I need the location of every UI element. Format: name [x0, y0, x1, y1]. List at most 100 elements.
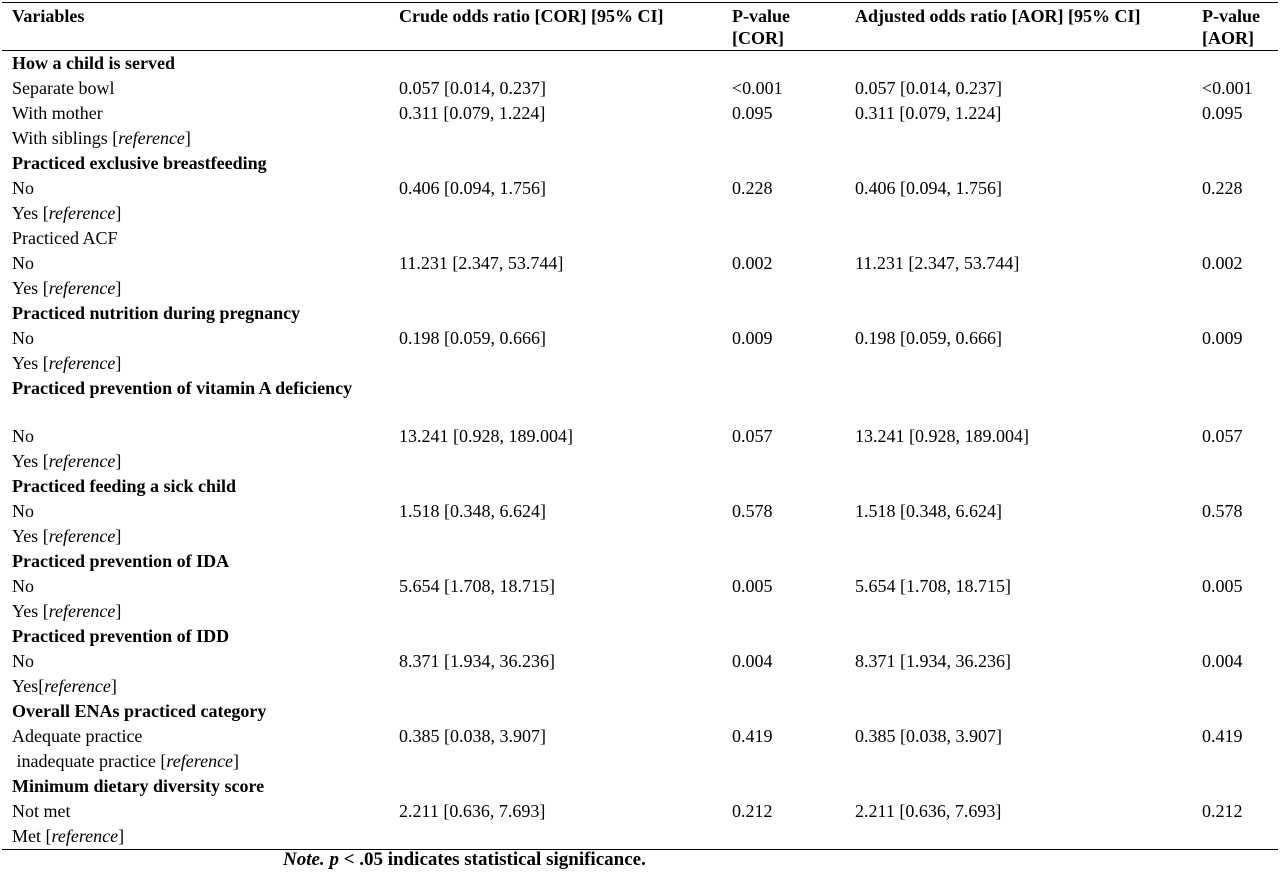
p-cor-cell: [722, 351, 845, 376]
p-aor-cell: 0.009: [1202, 328, 1243, 348]
cor-cell: [389, 201, 722, 226]
p-cor-cell: 0.005: [732, 576, 773, 596]
aor-cell: 11.231 [2.347, 53.744]: [855, 253, 1020, 273]
reference-marker: reference: [48, 526, 116, 546]
aor-cell: 0.057 [0.014, 0.237]: [855, 78, 1002, 98]
aor-cell: [845, 674, 1192, 699]
table-row: No 0.198 [0.059, 0.666] 0.009 0.198 [0.059,…: [2, 326, 1278, 351]
table-row: Yes [reference]: [2, 599, 1278, 624]
variable-label: Minimum dietary diversity score: [12, 776, 265, 796]
table-row: Practiced ACF: [2, 226, 1278, 251]
variable-cell: With siblings [reference]: [12, 128, 191, 148]
header-p-aor: P-value [AOR]: [1202, 6, 1260, 48]
variable-label: Practiced ACF: [12, 228, 118, 248]
aor-cell: [845, 749, 1192, 774]
p-cor-cell: [722, 699, 845, 724]
aor-cell: [845, 599, 1192, 624]
cor-cell: [389, 824, 722, 850]
variable-label: No: [12, 651, 34, 671]
aor-cell: 8.371 [1.934, 36.236]: [855, 651, 1011, 671]
variable-cell: Yes [reference]: [12, 601, 122, 621]
table-row: With siblings [reference]: [2, 126, 1278, 151]
p-aor-cell: 0.212: [1202, 801, 1243, 821]
table-row: Yes [reference]: [2, 351, 1278, 376]
cor-cell: 0.198 [0.059, 0.666]: [399, 328, 546, 348]
aor-cell: [845, 449, 1192, 474]
cor-cell: [389, 699, 722, 724]
p-cor-cell: 0.228: [732, 178, 773, 198]
aor-cell: [845, 226, 1192, 251]
reference-marker: reference: [118, 128, 185, 148]
table-row: Practiced feeding a sick child: [2, 474, 1278, 499]
table-row: Practiced prevention of IDD: [2, 624, 1278, 649]
note-symbol: p: [329, 849, 339, 870]
p-cor-cell: [722, 276, 845, 301]
odds-ratio-table-container: Variables Crude odds ratio [COR] [95% CI…: [2, 2, 1278, 850]
aor-cell: 1.518 [0.348, 6.624]: [855, 501, 1002, 521]
variable-cell: Yes [reference]: [12, 353, 122, 373]
table-row: No 1.518 [0.348, 6.624] 0.578 1.518 [0.348,…: [2, 499, 1278, 524]
variable-label: Practiced prevention of vitamin A defici…: [12, 378, 353, 398]
table-row: Overall ENAs practiced category: [2, 699, 1278, 724]
cor-cell: [389, 376, 722, 424]
variable-label: Yes: [12, 676, 39, 696]
variable-cell: No: [2, 251, 389, 276]
cor-cell: 0.385 [0.038, 3.907]: [399, 726, 546, 746]
aor-cell: [845, 524, 1192, 549]
cor-cell: [389, 474, 722, 499]
variable-label: Practiced prevention of IDA: [12, 551, 230, 571]
variable-label: Practiced feeding a sick child: [12, 476, 236, 496]
p-cor-cell: [722, 449, 845, 474]
variable-label: Practiced exclusive breastfeeding: [12, 153, 267, 173]
p-aor-cell: [1192, 824, 1278, 850]
cor-cell: 1.518 [0.348, 6.624]: [399, 501, 546, 521]
aor-cell: 5.654 [1.708, 18.715]: [855, 576, 1011, 596]
p-aor-cell: [1192, 749, 1278, 774]
table-row: Practiced nutrition during pregnancy: [2, 301, 1278, 326]
p-cor-cell: [722, 774, 845, 799]
aor-cell: [845, 699, 1192, 724]
variable-cell: Practiced feeding a sick child: [2, 474, 389, 499]
reference-marker: reference: [51, 826, 119, 846]
p-aor-cell: [1192, 301, 1278, 326]
p-cor-cell: [722, 624, 845, 649]
cor-cell: [389, 549, 722, 574]
cor-cell: [389, 674, 722, 699]
p-aor-cell: [1192, 624, 1278, 649]
variable-label: No: [12, 426, 34, 446]
variable-cell: inadequate practice [reference]: [12, 751, 240, 771]
cor-cell: [389, 151, 722, 176]
cor-cell: 2.211 [0.636, 7.693]: [399, 801, 546, 821]
p-cor-cell: 0.419: [732, 726, 773, 746]
table-row: No 13.241 [0.928, 189.004] 0.057 13.241 [0.…: [2, 424, 1278, 449]
p-aor-cell: [1192, 699, 1278, 724]
note-prefix: Note.: [283, 849, 325, 870]
variable-cell: Adequate practice: [2, 724, 389, 749]
p-aor-cell: [1192, 774, 1278, 799]
p-aor-cell: [1192, 674, 1278, 699]
variable-cell: Yes[reference]: [12, 676, 117, 696]
variable-cell: Yes [reference]: [12, 451, 122, 471]
table-header: Variables Crude odds ratio [COR] [95% CI…: [2, 2, 1278, 51]
p-cor-cell: [722, 824, 845, 850]
p-aor-cell: [1192, 51, 1278, 77]
variable-cell: Practiced exclusive breastfeeding: [2, 151, 389, 176]
header-p-cor: P-value [COR]: [732, 6, 790, 48]
aor-cell: 0.406 [0.094, 1.756]: [855, 178, 1002, 198]
table-row: No 0.406 [0.094, 1.756] 0.228 0.406 [0.094,…: [2, 176, 1278, 201]
table-row: No 11.231 [2.347, 53.744] 0.002 11.231 [2.3…: [2, 251, 1278, 276]
reference-marker: reference: [48, 601, 116, 621]
p-cor-cell: [722, 376, 845, 424]
p-cor-cell: 0.009: [732, 328, 773, 348]
p-cor-cell: [722, 201, 845, 226]
reference-marker: reference: [48, 353, 116, 373]
reference-marker: reference: [48, 278, 116, 298]
header-variables: Variables: [12, 6, 85, 26]
table-row: Practiced prevention of IDA: [2, 549, 1278, 574]
p-aor-cell: [1192, 201, 1278, 226]
variable-label: With siblings: [12, 128, 113, 148]
p-cor-cell: 0.095: [732, 103, 773, 123]
variable-cell: No: [2, 574, 389, 599]
variable-cell: No: [2, 499, 389, 524]
aor-cell: [845, 774, 1192, 799]
